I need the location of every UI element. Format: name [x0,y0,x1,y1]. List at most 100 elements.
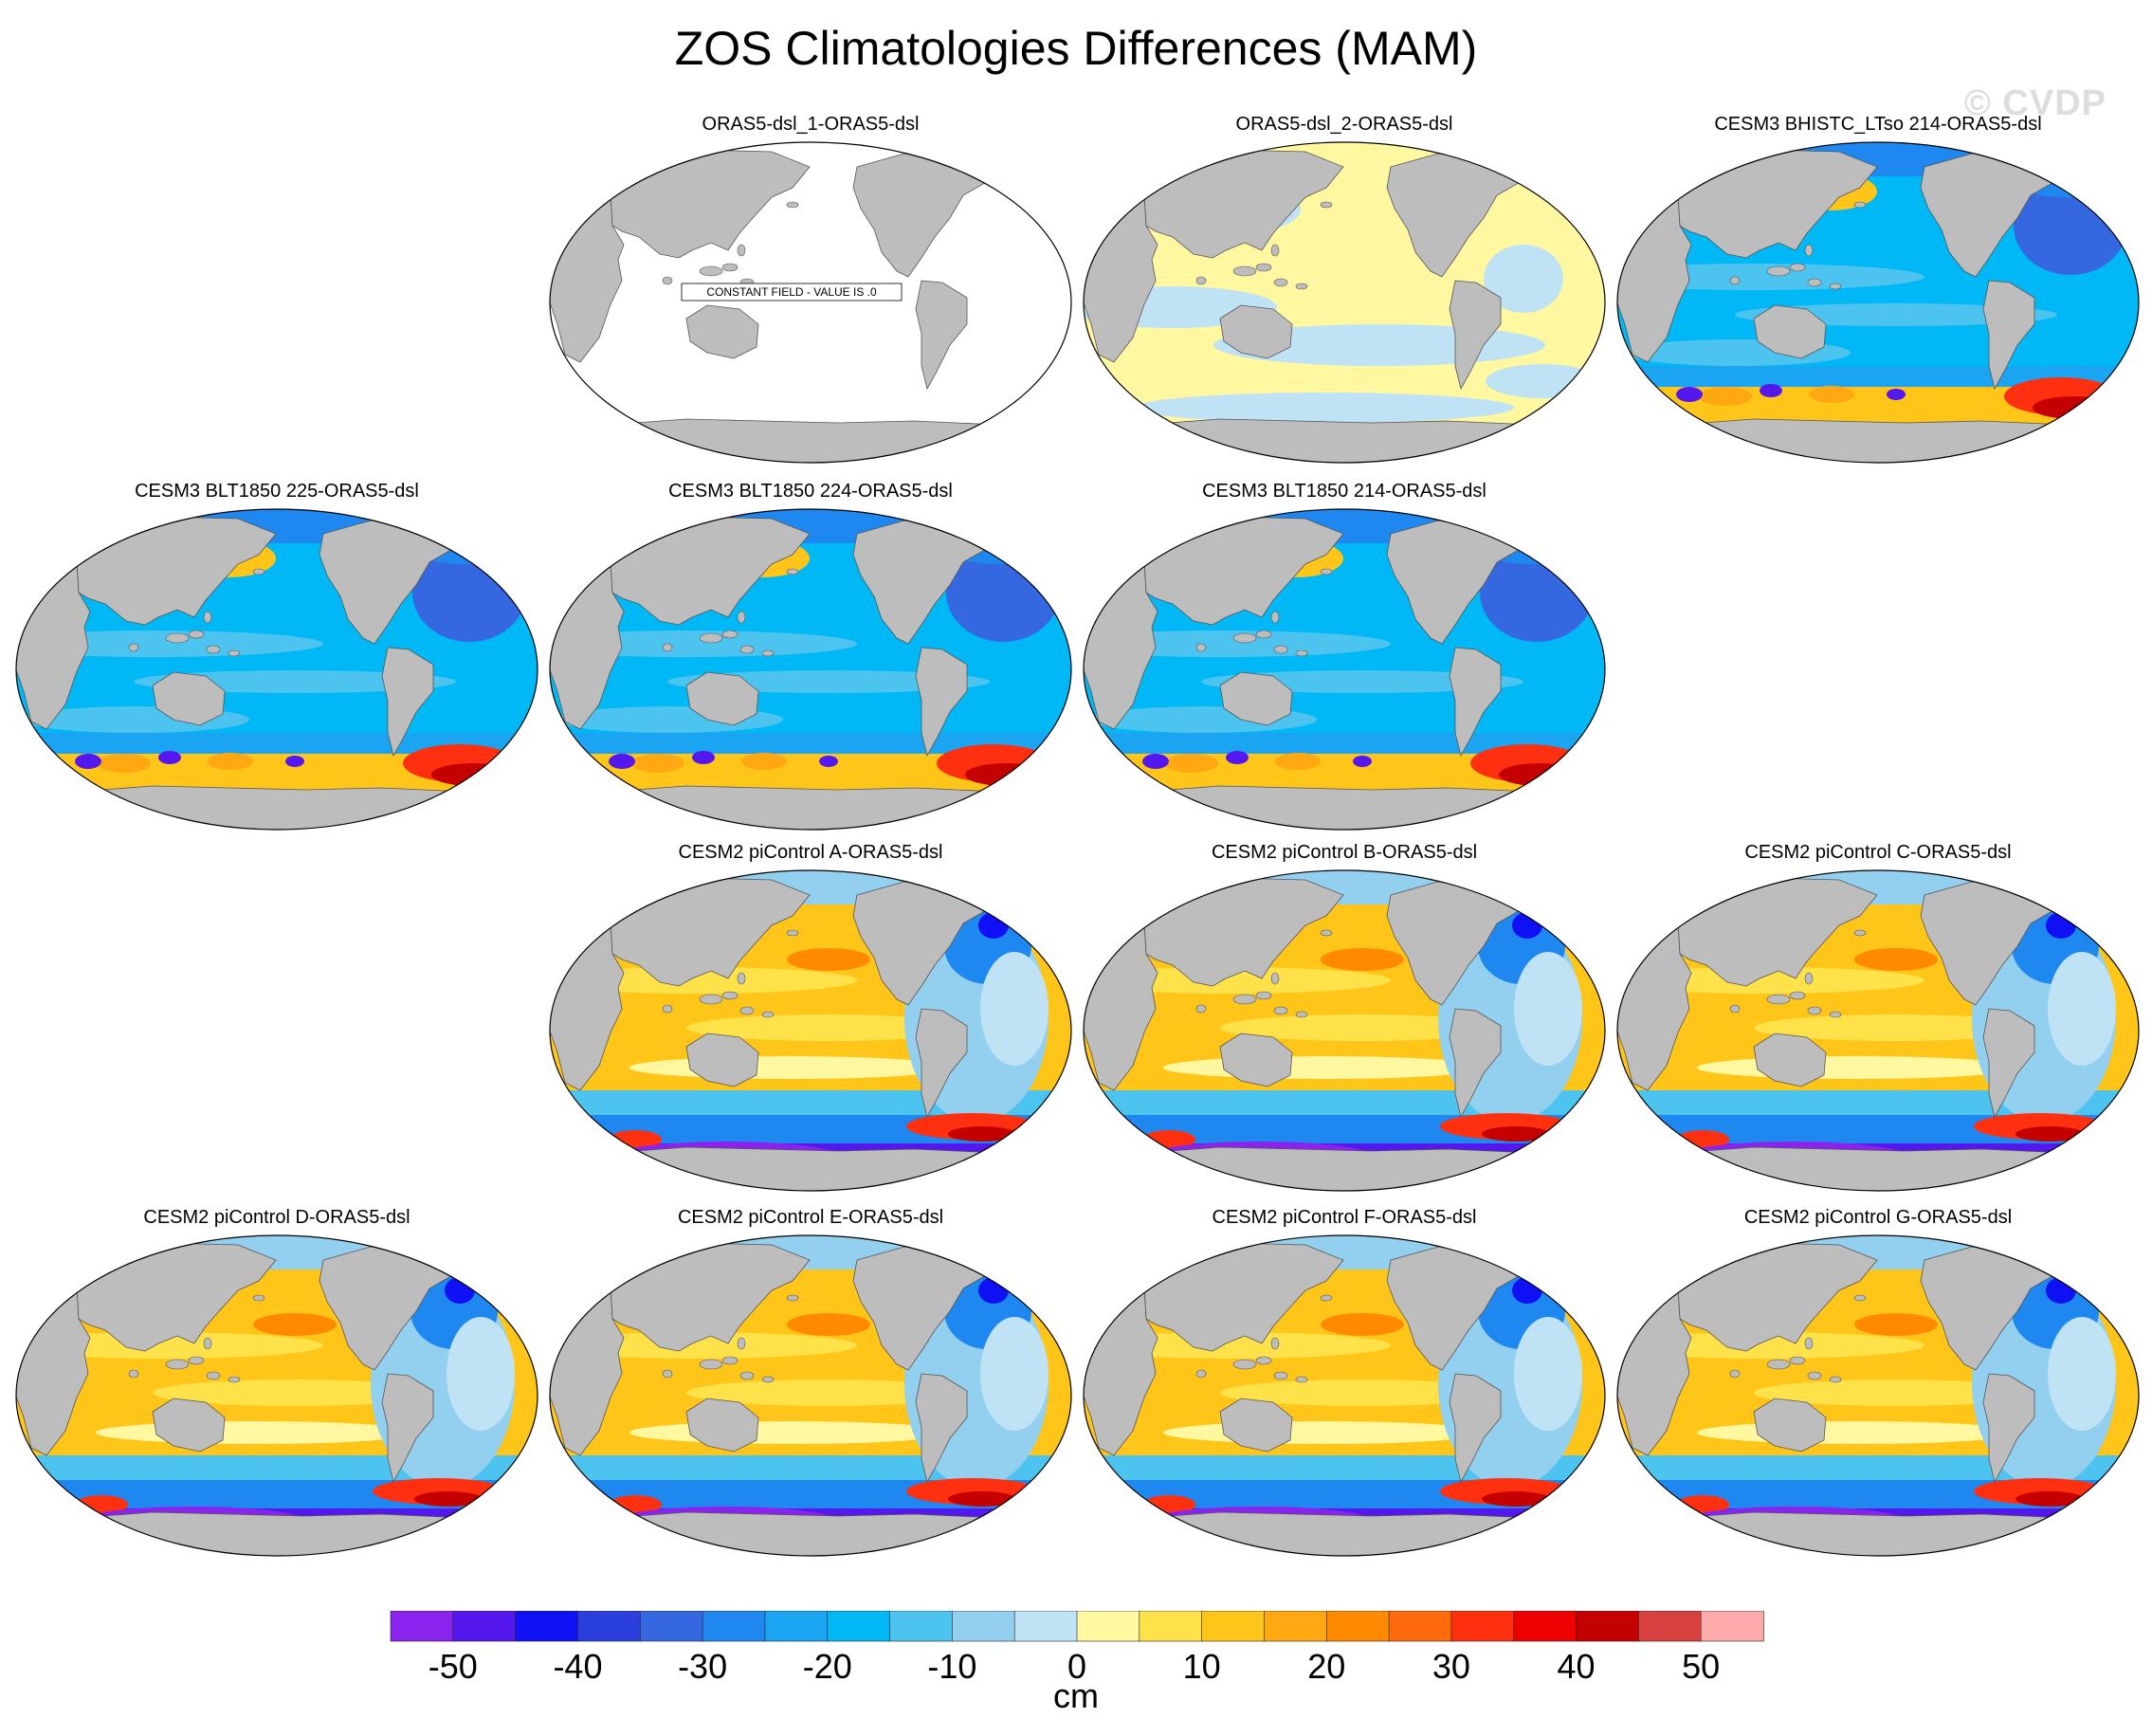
world-map: CONSTANT FIELD - VALUE IS .0 [549,141,1072,464]
island-landmass [1729,1369,1741,1379]
field-patch [1484,245,1563,313]
antarctica-landmass [1649,1146,2106,1191]
field-patch [1321,1313,1404,1336]
colorbar-box [1325,1611,1390,1642]
world-map [549,508,1072,831]
island-landmass [1320,201,1333,209]
south-america-landmass [1982,1008,2035,1119]
map-outline [549,1234,1072,1557]
panel-title: CESM2 piControl E-ORAS5-dsl [677,1207,944,1228]
south-america-landmass [1982,1373,2035,1484]
colorbar-box [1013,1611,1078,1642]
island-landmass [1789,1356,1806,1365]
field-patch [609,754,635,769]
colorbar-tick-label: -20 [802,1647,852,1686]
field-patch [1220,1014,1505,1041]
field-band [550,733,1071,754]
map-panel: CESM3 BHISTC_LTso 214-ORAS5-dsl [1612,112,2144,491]
panel-title: CESM3 BLT1850 214-ORAS5-dsl [1202,481,1486,502]
south-america-landmass [381,647,434,758]
field-band [1084,870,1605,905]
island-landmass [1273,1006,1288,1015]
island-landmass [1766,994,1791,1005]
colorbar-strip [390,1611,1764,1642]
field-patch [686,1380,971,1406]
island-landmass [1273,1371,1288,1380]
greenland-landmass [2033,147,2081,177]
island-landmass [1320,929,1333,937]
island-landmass [228,649,241,657]
island-landmass [1829,1376,1842,1383]
field-patch [686,1014,971,1041]
map-panel: CESM3 BLT1850 225-ORAS5-dsl [10,479,543,858]
south-america-landmass [915,280,968,391]
antarctica-landmass [1115,785,1572,830]
greenland-landmass [966,875,1013,905]
colorbar-box [1513,1611,1578,1642]
island-landmass [1729,276,1741,285]
south-america-landmass [381,1373,434,1484]
greenland-landmass [966,514,1013,544]
island-landmass [128,643,139,652]
map-panel: CESM2 piControl D-ORAS5-dsl [10,1205,543,1584]
field-band [16,733,538,754]
field-patch [1163,1056,1486,1079]
field-patch [948,1491,1016,1507]
island-landmass [662,1004,673,1014]
greenland-landmass [966,1240,1013,1270]
island-landmass [737,1337,746,1350]
island-landmass [1255,1356,1272,1365]
constant-field-box [681,283,903,302]
field-band [1617,366,2139,387]
field-band [550,509,1071,543]
island-landmass [1766,265,1791,277]
island-landmass [1270,244,1280,257]
island-landmass [1195,1369,1207,1379]
field-patch [1482,1126,1550,1142]
constant-field-label: CONSTANT FIELD - VALUE IS .0 [706,285,877,299]
island-landmass [739,645,755,654]
field-band [1617,142,2139,176]
australia-landmass [1219,1398,1293,1453]
island-landmass [188,1356,205,1365]
island-landmass [1195,643,1207,652]
island-landmass [662,643,673,652]
field-patch [208,753,253,770]
australia-landmass [1219,671,1293,726]
island-landmass [1255,263,1272,272]
panel-title: ORAS5-dsl_2-ORAS5-dsl [1235,114,1453,135]
colorbar-box [702,1611,766,1642]
antarctica-landmass [581,1511,1038,1556]
map-outline [1083,508,1606,831]
australia-landmass [1219,1032,1293,1087]
island-landmass [721,630,739,639]
map-outline [15,1234,538,1557]
map-panel: CESM2 piControl G-ORAS5-dsl [1612,1205,2144,1584]
australia-landmass [1219,304,1293,359]
colorbar-box [515,1611,579,1642]
field-band [550,870,1071,905]
island-landmass [1853,201,1867,209]
field-patch [1754,1380,2038,1406]
greenland-landmass [1500,147,1547,177]
map-outline [1616,141,2140,464]
world-map [1083,869,1606,1192]
antarctica-landmass [47,1511,504,1556]
island-landmass [761,1011,775,1018]
field-band [1084,509,1605,543]
field-band [1617,870,2139,905]
island-landmass [1804,972,1814,985]
island-landmass [1853,1294,1867,1302]
greenland-landmass [2033,875,2081,905]
island-landmass [1829,1011,1842,1018]
panel-title: CESM3 BLT1850 224-ORAS5-dsl [668,481,953,502]
field-patch [285,756,304,767]
island-landmass [1273,645,1288,654]
panel-title: CESM2 piControl A-ORAS5-dsl [678,842,943,863]
colorbar-box [1450,1611,1515,1642]
field-patch [1135,393,1514,423]
island-landmass [761,1376,775,1383]
island-landmass [662,1369,673,1379]
panel-title: ORAS5-dsl_1-ORAS5-dsl [702,114,920,135]
antarctica-landmass [1115,1511,1572,1556]
